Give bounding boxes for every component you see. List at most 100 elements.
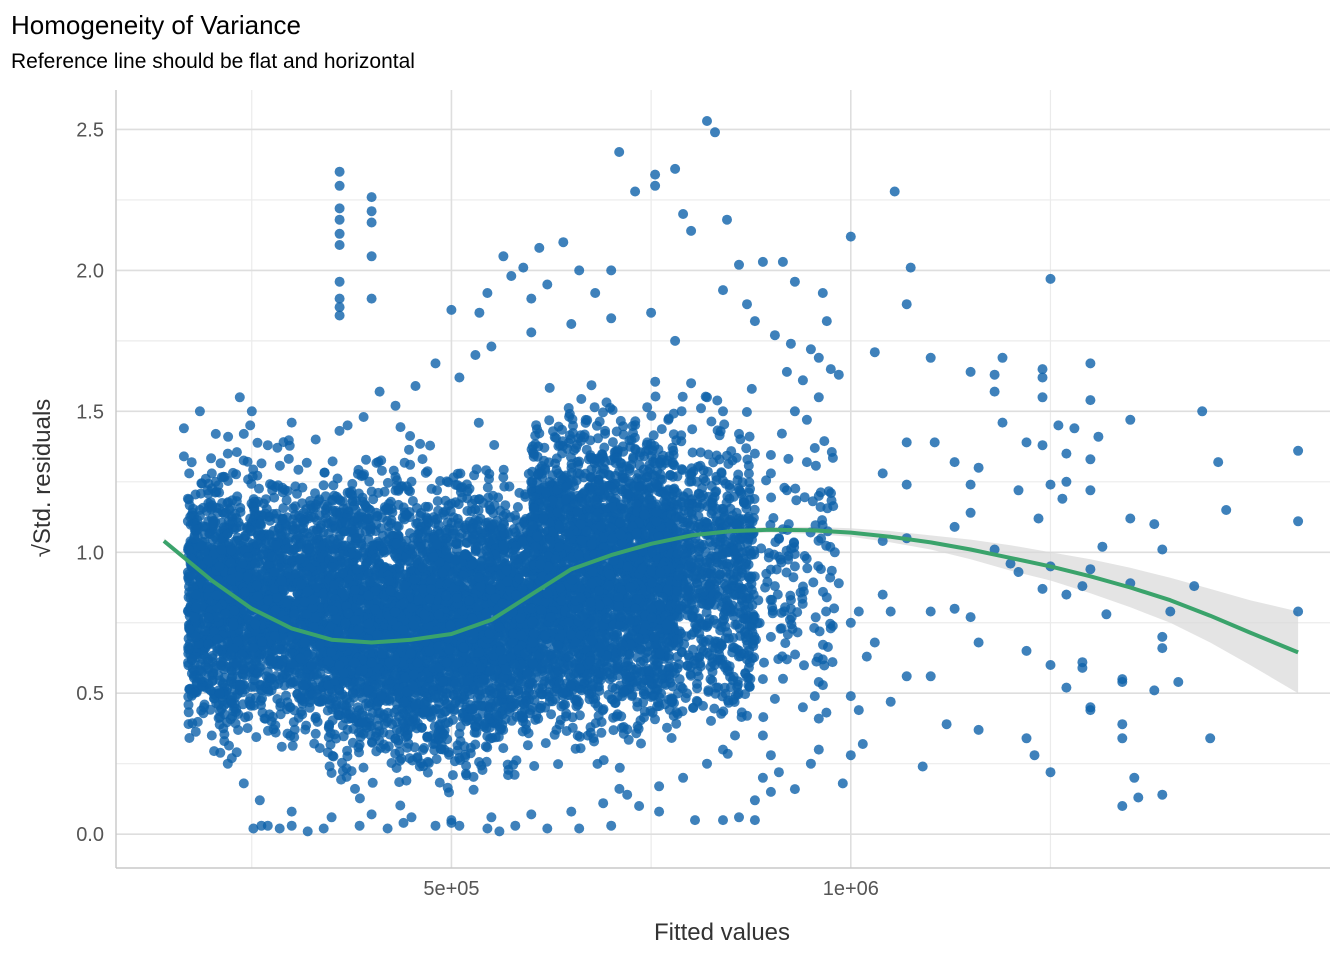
residual-point bbox=[291, 568, 302, 579]
residual-point bbox=[226, 696, 236, 707]
residual-point bbox=[190, 602, 201, 613]
residual-point bbox=[310, 711, 321, 722]
residual-point bbox=[256, 458, 267, 469]
chart-subtitle: Reference line should be flat and horizo… bbox=[11, 50, 415, 73]
residual-point bbox=[277, 514, 288, 525]
residual-point bbox=[287, 740, 298, 751]
residual-point bbox=[216, 544, 227, 555]
residual-point bbox=[263, 559, 273, 570]
residual-point bbox=[289, 609, 300, 620]
residual-point bbox=[310, 728, 321, 739]
residual-point bbox=[405, 431, 416, 441]
residual-point bbox=[432, 485, 442, 496]
residual-point bbox=[295, 653, 306, 664]
residual-point bbox=[251, 732, 262, 743]
residual-point bbox=[296, 579, 307, 590]
residual-point bbox=[254, 483, 264, 494]
residual-point bbox=[230, 718, 241, 729]
residual-point bbox=[270, 720, 281, 731]
residual-point bbox=[206, 453, 217, 464]
residual-point bbox=[238, 455, 249, 466]
residual-point bbox=[267, 551, 278, 562]
residual-point bbox=[297, 709, 308, 720]
residual-point bbox=[289, 544, 300, 554]
residual-point bbox=[235, 507, 246, 517]
residual-point bbox=[188, 688, 199, 699]
residual-point bbox=[361, 454, 371, 465]
residual-point bbox=[250, 619, 261, 630]
residual-point bbox=[183, 719, 194, 730]
residual-point bbox=[306, 660, 317, 671]
residual-point bbox=[425, 440, 436, 451]
residual-point bbox=[247, 674, 258, 685]
residual-point bbox=[252, 591, 263, 602]
residual-point bbox=[263, 725, 273, 736]
residual-point bbox=[512, 502, 523, 512]
residual-point bbox=[231, 469, 242, 480]
residual-point bbox=[309, 738, 320, 749]
residual-point bbox=[367, 777, 378, 788]
residual-point bbox=[248, 642, 259, 653]
residual-point bbox=[461, 760, 472, 771]
residual-point bbox=[482, 482, 493, 493]
residual-point bbox=[231, 523, 242, 533]
residual-point bbox=[184, 468, 195, 479]
residual-point bbox=[234, 679, 245, 690]
residual-point bbox=[232, 491, 243, 502]
residual-point bbox=[229, 605, 240, 616]
residual-point bbox=[220, 608, 231, 619]
residual-point bbox=[308, 525, 319, 536]
residual-point bbox=[422, 731, 433, 742]
residual-point bbox=[419, 743, 430, 753]
residual-point bbox=[282, 728, 293, 739]
residual-point bbox=[304, 543, 315, 554]
residual-point bbox=[412, 752, 423, 762]
residual-point bbox=[209, 746, 220, 757]
residual-point bbox=[296, 694, 307, 705]
residual-point bbox=[183, 544, 194, 555]
residual-point bbox=[214, 561, 225, 572]
residual-point bbox=[278, 503, 289, 514]
residual-point bbox=[401, 481, 412, 492]
residual-point bbox=[263, 595, 273, 606]
residual-point bbox=[293, 464, 304, 475]
residual-point bbox=[301, 457, 312, 468]
residual-point bbox=[266, 655, 277, 666]
confidence-ribbon-layer bbox=[163, 526, 1299, 694]
residual-point bbox=[203, 612, 214, 623]
residual-point bbox=[215, 656, 226, 667]
residual-point bbox=[277, 655, 288, 666]
residual-point bbox=[350, 783, 360, 794]
residual-point bbox=[498, 743, 509, 754]
residual-point bbox=[324, 721, 334, 732]
residual-point bbox=[269, 567, 280, 578]
residual-point bbox=[473, 417, 484, 428]
residual-point bbox=[219, 508, 230, 519]
residual-points bbox=[178, 116, 1304, 837]
residual-point bbox=[283, 453, 294, 464]
residual-point bbox=[301, 609, 312, 620]
residual-point bbox=[354, 793, 365, 804]
chart-title: Homogeneity of Variance bbox=[11, 10, 301, 40]
residual-point bbox=[202, 555, 213, 566]
residual-point bbox=[211, 487, 222, 497]
residual-point bbox=[184, 624, 195, 635]
residual-point bbox=[183, 707, 194, 718]
residual-point bbox=[276, 575, 287, 586]
residual-point bbox=[272, 442, 283, 453]
residual-point bbox=[192, 716, 203, 727]
residual-point bbox=[274, 644, 285, 655]
residual-point bbox=[211, 502, 222, 513]
residual-point bbox=[371, 746, 382, 757]
residual-point bbox=[308, 512, 319, 523]
residual-point bbox=[484, 474, 494, 484]
residual-point bbox=[354, 747, 364, 758]
residual-point bbox=[293, 530, 304, 541]
residual-point bbox=[318, 480, 329, 491]
residual-point bbox=[482, 742, 493, 753]
residual-point bbox=[275, 701, 286, 712]
residual-point bbox=[214, 719, 225, 730]
residual-point bbox=[185, 571, 196, 582]
residual-point bbox=[299, 517, 309, 528]
residual-point bbox=[388, 465, 399, 476]
